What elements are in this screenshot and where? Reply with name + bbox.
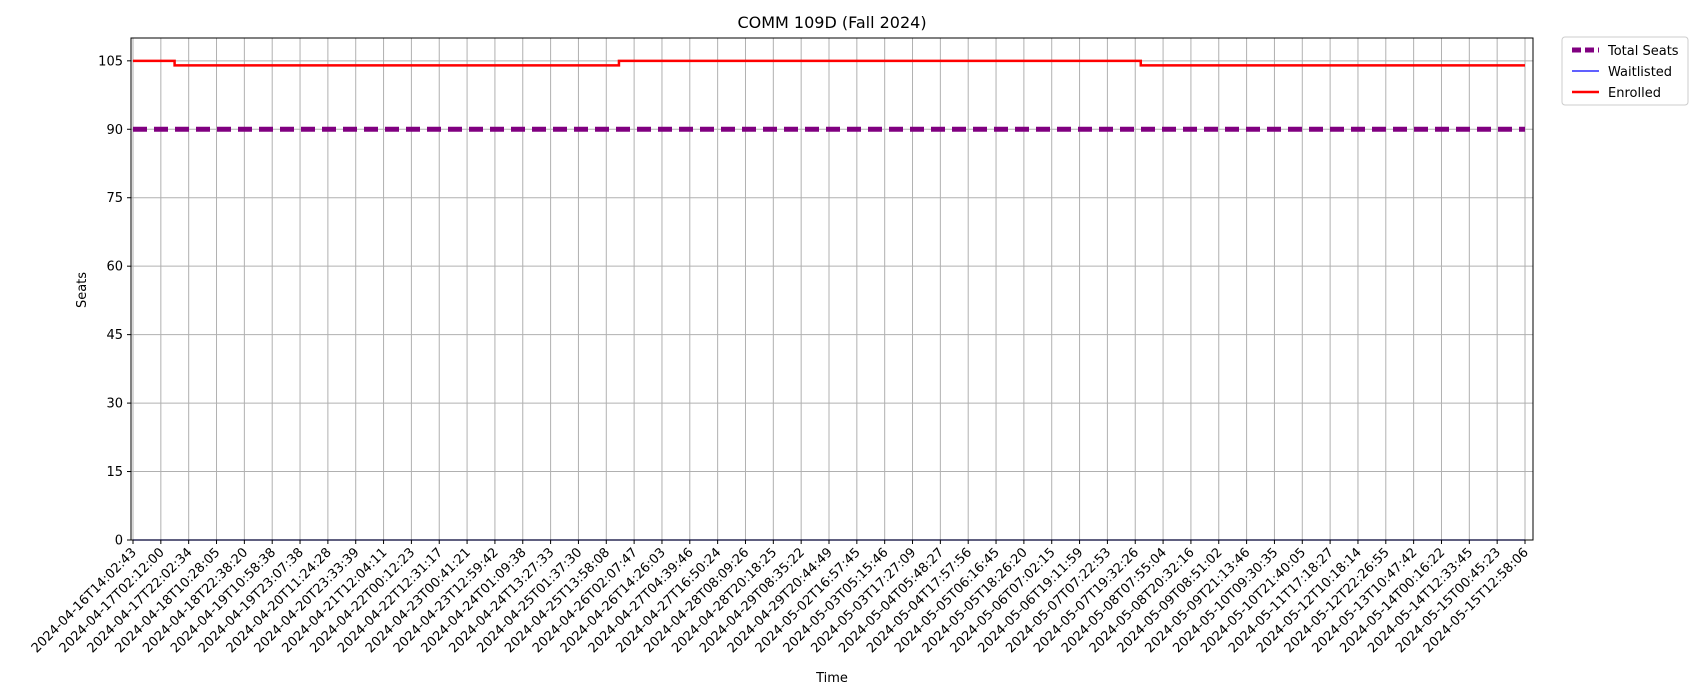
y-axis: 0 15 30 45 60 75 90 105 <box>98 54 131 549</box>
chart-title: COMM 109D (Fall 2024) <box>737 13 926 32</box>
legend-label: Enrolled <box>1608 86 1661 101</box>
y-tick-label: 45 <box>106 328 123 343</box>
legend: Total Seats Waitlisted Enrolled <box>1561 36 1689 106</box>
y-tick-label: 105 <box>98 54 123 69</box>
y-tick-label: 90 <box>106 123 123 138</box>
y-tick-label: 60 <box>106 260 123 275</box>
x-axis: 2024-04-16T14:02:432024-04-17T02:12:0020… <box>29 540 1532 656</box>
grid <box>131 38 1533 541</box>
y-tick-label: 75 <box>106 191 123 206</box>
y-tick-label: 15 <box>106 465 123 480</box>
y-axis-title: Seats <box>75 272 90 308</box>
legend-frame <box>1561 36 1689 106</box>
series-line-enrolled <box>133 59 1525 67</box>
legend-label: Total Seats <box>1607 44 1679 59</box>
plot-frame <box>130 37 1534 541</box>
legend-label: Waitlisted <box>1608 65 1672 80</box>
y-tick-label: 0 <box>115 534 123 549</box>
y-tick-label: 30 <box>106 397 123 412</box>
x-axis-title: Time <box>815 671 848 686</box>
